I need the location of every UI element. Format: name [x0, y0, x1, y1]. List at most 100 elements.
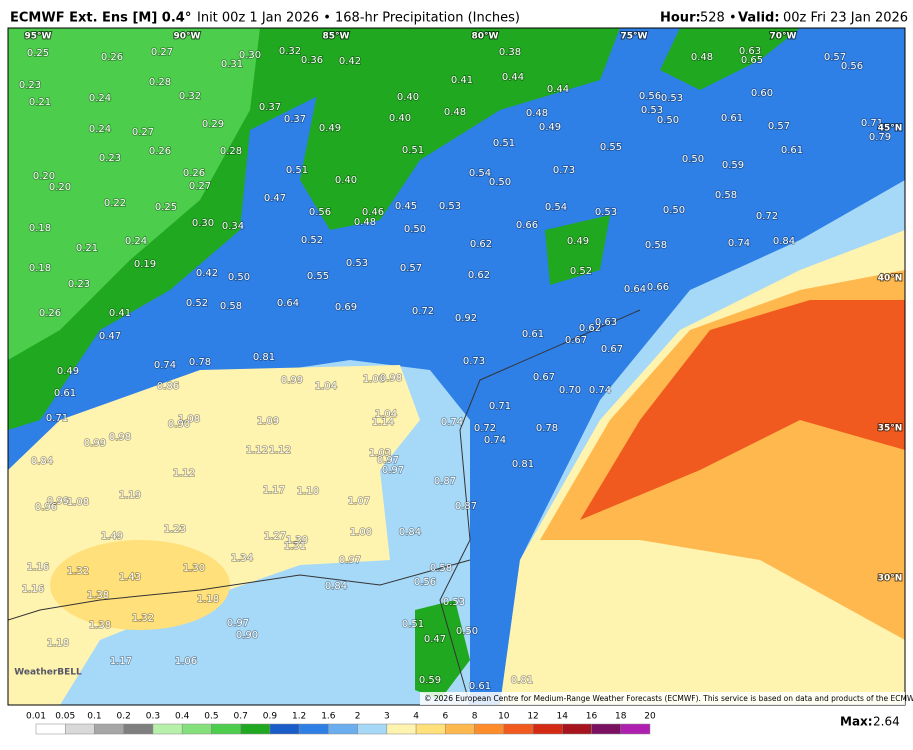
precip-value: 0.59: [722, 160, 744, 171]
precip-value: 0.53: [346, 258, 368, 269]
colorbar-swatch: [64, 723, 95, 735]
precip-value: 1.30: [286, 535, 308, 546]
colorbar-label: 1.2: [292, 712, 306, 722]
precip-value: 0.58: [715, 190, 737, 201]
colorbar-swatch: [240, 723, 271, 735]
green-field: [415, 600, 470, 700]
precip-value: 1.27: [264, 531, 286, 542]
precip-value: 0.21: [76, 243, 98, 254]
precip-value: 0.74: [484, 435, 506, 446]
precip-value: 0.23: [68, 279, 90, 290]
precip-value: 1.04: [315, 381, 337, 392]
max-label: Max:: [840, 715, 873, 729]
colorbar-label: 0.1: [87, 712, 101, 722]
precip-value: 1.08: [178, 414, 200, 425]
precip-value: 0.50: [489, 177, 511, 188]
precip-value: 0.48: [444, 107, 466, 118]
precip-value: 0.54: [545, 202, 567, 213]
precip-value: 0.74: [589, 385, 611, 396]
precip-value: 1.32: [132, 613, 154, 624]
coastline: [8, 559, 471, 621]
precip-value: 0.99: [84, 438, 106, 449]
precip-value: 0.51: [493, 138, 515, 149]
precip-value: 1.12: [246, 445, 268, 456]
precip-value: 1.16: [22, 584, 44, 595]
valid-label: Valid:: [738, 11, 780, 26]
precip-value: 0.40: [397, 92, 419, 103]
colorbar-label: 0.01: [26, 712, 46, 722]
precip-value: 0.61: [54, 388, 76, 399]
precip-value: 0.67: [601, 344, 623, 355]
precip-value: 0.67: [533, 372, 555, 383]
precip-value: 1.32: [67, 566, 89, 577]
precip-value: 0.18: [29, 223, 51, 234]
precip-value: 0.19: [134, 259, 156, 270]
colorbar-label: 12: [527, 712, 538, 722]
precip-value: 0.51: [402, 619, 424, 630]
precip-value: 1.17: [263, 485, 285, 496]
precip-value: 0.47: [264, 193, 286, 204]
precip-value: 1.23: [164, 524, 186, 535]
precip-value: 0.56: [639, 91, 661, 102]
precip-value: 0.71: [861, 118, 883, 129]
precip-value: 0.53: [443, 597, 465, 608]
precip-value: 0.72: [474, 423, 496, 434]
precip-value: 1.04: [375, 409, 397, 420]
precip-value: 0.66: [516, 220, 538, 231]
precip-value: 0.63: [595, 317, 617, 328]
precip-value: 0.63: [739, 46, 761, 57]
colorbar-label: 0.4: [175, 712, 190, 722]
precip-value: 0.90: [236, 630, 258, 641]
precip-value: 0.31: [221, 59, 243, 70]
colorbar-label: 3: [384, 712, 390, 722]
precip-value: 0.87: [455, 501, 477, 512]
precip-value: 0.18: [29, 263, 51, 274]
colorbar-label: 0.2: [117, 712, 131, 722]
precip-value: 1.31: [284, 541, 306, 552]
precip-value: 0.48: [526, 108, 548, 119]
colorbar-swatch: [562, 723, 592, 735]
precip-value: 0.50: [456, 626, 478, 637]
precip-value: 0.55: [307, 271, 329, 282]
colorbar-label: 2: [355, 712, 361, 722]
logo: WeatherBELL: [14, 668, 82, 678]
colorbar-label: 8: [472, 712, 478, 722]
precip-value: 0.52: [301, 235, 323, 246]
longitude-label: 80°W: [472, 32, 499, 42]
colorbar-swatch: [328, 723, 358, 735]
precip-value: 0.48: [354, 217, 376, 228]
colorbar-label: 14: [557, 712, 569, 722]
valid: 00z Fri 23 Jan 2026: [783, 11, 908, 26]
hour-label: Hour:: [660, 11, 701, 26]
precip-value: 0.56: [414, 577, 436, 588]
colorbar-swatch: [94, 723, 124, 735]
precip-value: 0.56: [841, 61, 863, 72]
precip-value: 0.61: [721, 113, 743, 124]
precip-value: 0.24: [125, 236, 147, 247]
precip-value: 1.08: [67, 497, 89, 508]
precip-value: 0.62: [579, 323, 601, 334]
precip-value: 0.58: [430, 563, 452, 574]
latitude-label: 30°N: [878, 574, 903, 584]
precip-value: 1.00: [350, 527, 372, 538]
precip-value: 0.26: [149, 146, 171, 157]
precip-value: 1.34: [231, 553, 253, 564]
precip-value: 0.97: [339, 555, 361, 566]
colorbar-swatch: [269, 723, 300, 735]
copyright: © 2026 European Centre for Medium-Range …: [424, 694, 913, 703]
precip-value: 0.32: [279, 46, 301, 57]
colorbar-label: 6: [442, 712, 448, 722]
precip-value: 0.57: [400, 263, 422, 274]
precip-value: 0.22: [104, 198, 126, 209]
precip-value: 0.67: [565, 335, 587, 346]
precip-value: 0.27: [132, 127, 154, 138]
precip-value: 0.25: [155, 202, 177, 213]
colorbar-label: 1.6: [321, 712, 336, 722]
precip-value: 0.58: [645, 240, 667, 251]
precip-value: 0.66: [647, 282, 669, 293]
precip-value: 0.54: [469, 168, 491, 179]
colorbar-label: 0.05: [55, 712, 75, 722]
precip-value: 0.81: [512, 459, 534, 470]
longitude-label: 95°W: [25, 32, 52, 42]
precip-value: 0.26: [183, 168, 205, 179]
